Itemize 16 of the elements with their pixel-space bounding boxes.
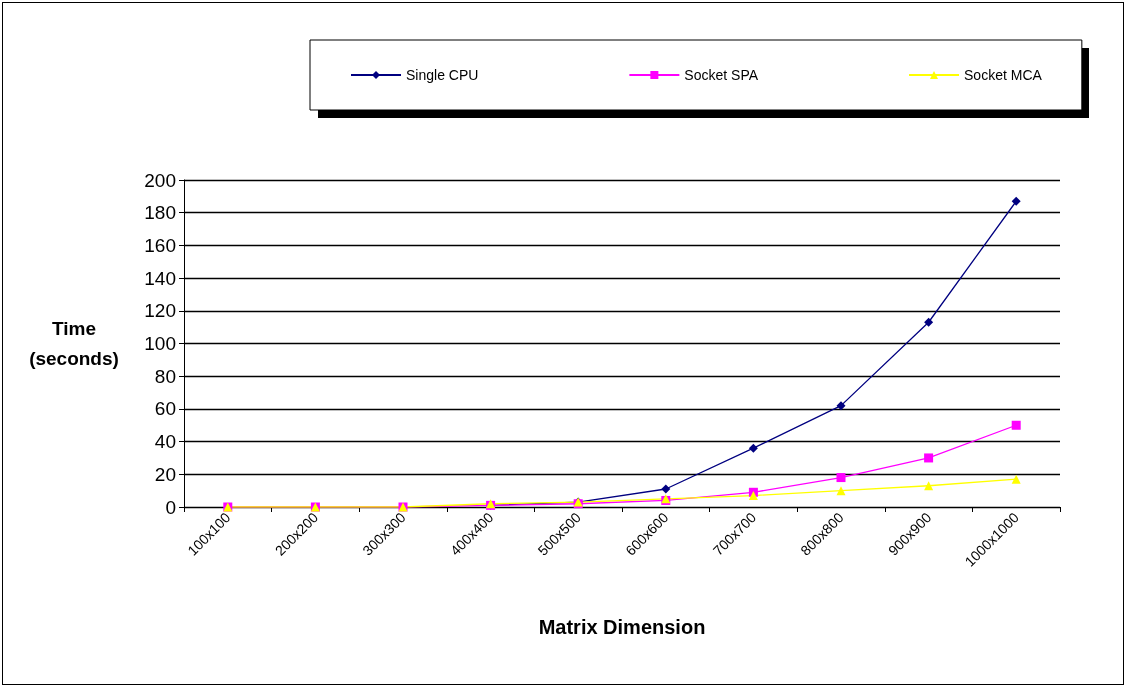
y-tick-label: 120 xyxy=(144,300,176,322)
y-tick-label: 60 xyxy=(154,398,176,420)
y-axis-title: Time (seconds) xyxy=(29,318,119,369)
legend-label: Single CPU xyxy=(406,67,479,83)
legend-label: Socket MCA xyxy=(964,67,1043,83)
y-tick-label: 20 xyxy=(154,463,176,485)
legend-label: Socket SPA xyxy=(684,67,759,83)
y-tick-label: 100 xyxy=(144,333,176,354)
y-tick-label: 80 xyxy=(154,365,176,387)
y-tick-label: 0 xyxy=(165,496,176,518)
y-tick-label: 40 xyxy=(154,431,176,453)
y-tick-label: 140 xyxy=(144,267,176,289)
y-tick-label: 200 xyxy=(144,169,176,191)
y-tick-label: 160 xyxy=(144,234,176,256)
x-axis-title: Matrix Dimension xyxy=(538,616,706,638)
y-tick-label: 180 xyxy=(144,202,176,224)
